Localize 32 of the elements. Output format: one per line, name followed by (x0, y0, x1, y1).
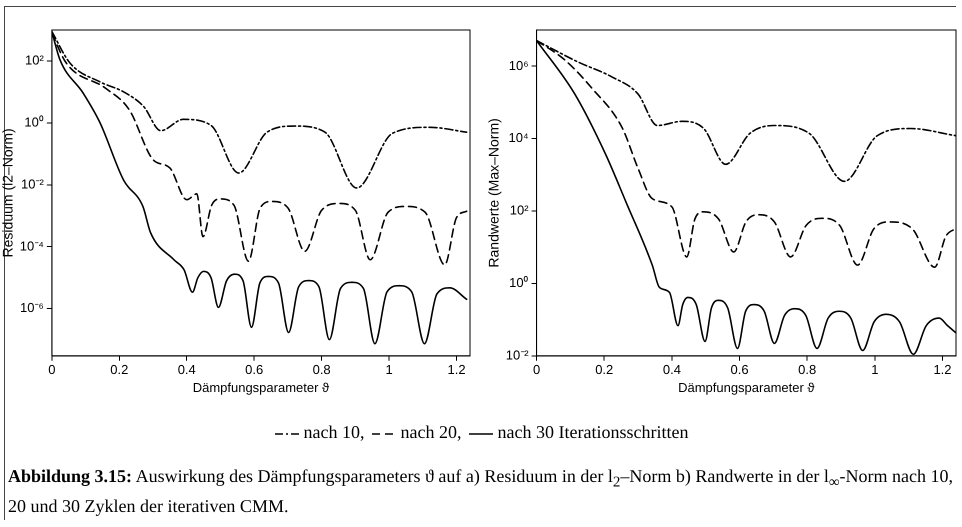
y-axis-title: Residuum (l2–Norm) (0, 128, 16, 258)
y-tick-label: 10⁶ (508, 58, 529, 73)
x-tick-label: 0 (48, 362, 56, 378)
x-tick-label: 0.8 (312, 362, 331, 378)
y-axis-title: Randwerte (Max–Norm) (485, 118, 502, 268)
x-tick-label: 1.2 (933, 362, 952, 378)
x-axis-title: Dämpfungsparameter ϑ (192, 380, 330, 395)
x-tick-label: 0.6 (245, 362, 264, 378)
y-tick-label: 10⁻² (506, 347, 530, 362)
y-tick-label: 10⁰ (24, 114, 44, 130)
x-tick-label: 1.2 (447, 362, 466, 378)
x-tick-label: 0 (532, 362, 540, 378)
x-tick-label: 0.4 (178, 362, 196, 378)
legend-label: nach 10, (304, 422, 365, 442)
text: Abbildung 3.15: Auswirkung des Dämpfungsparameters ϑ auf a) Residuum in der l$_{2}$–Norm b) Randwerte in der l$_{∞}$-Norm nach 10, 20 und 30 Zyklen der iterativen CMM. (8, 466, 953, 516)
y-tick-label: 10⁻⁶ (20, 300, 44, 316)
y-tick-label: 10² (510, 202, 530, 218)
x-tick-label: 0.6 (730, 362, 749, 378)
x-tick-label: 0.8 (798, 362, 816, 378)
x-tick-label: 0.4 (662, 362, 681, 378)
legend-label: nach 30 Iterationsschritten (498, 422, 688, 442)
x-axis-title: Dämpfungsparameter ϑ (678, 380, 816, 395)
y-tick-label: 10⁻² (21, 176, 45, 192)
y-tick-label: 10² (25, 52, 45, 68)
y-tick-label: 10⁴ (508, 130, 529, 146)
x-tick-label: 0.2 (595, 362, 614, 378)
y-tick-label: 10⁻⁴ (20, 238, 44, 254)
x-tick-label: 0.2 (110, 362, 128, 378)
legend-label: nach 20, (400, 422, 462, 442)
x-tick-label: 1 (871, 362, 878, 378)
y-tick-label: 10⁰ (509, 274, 529, 290)
x-tick-label: 1 (385, 362, 393, 378)
